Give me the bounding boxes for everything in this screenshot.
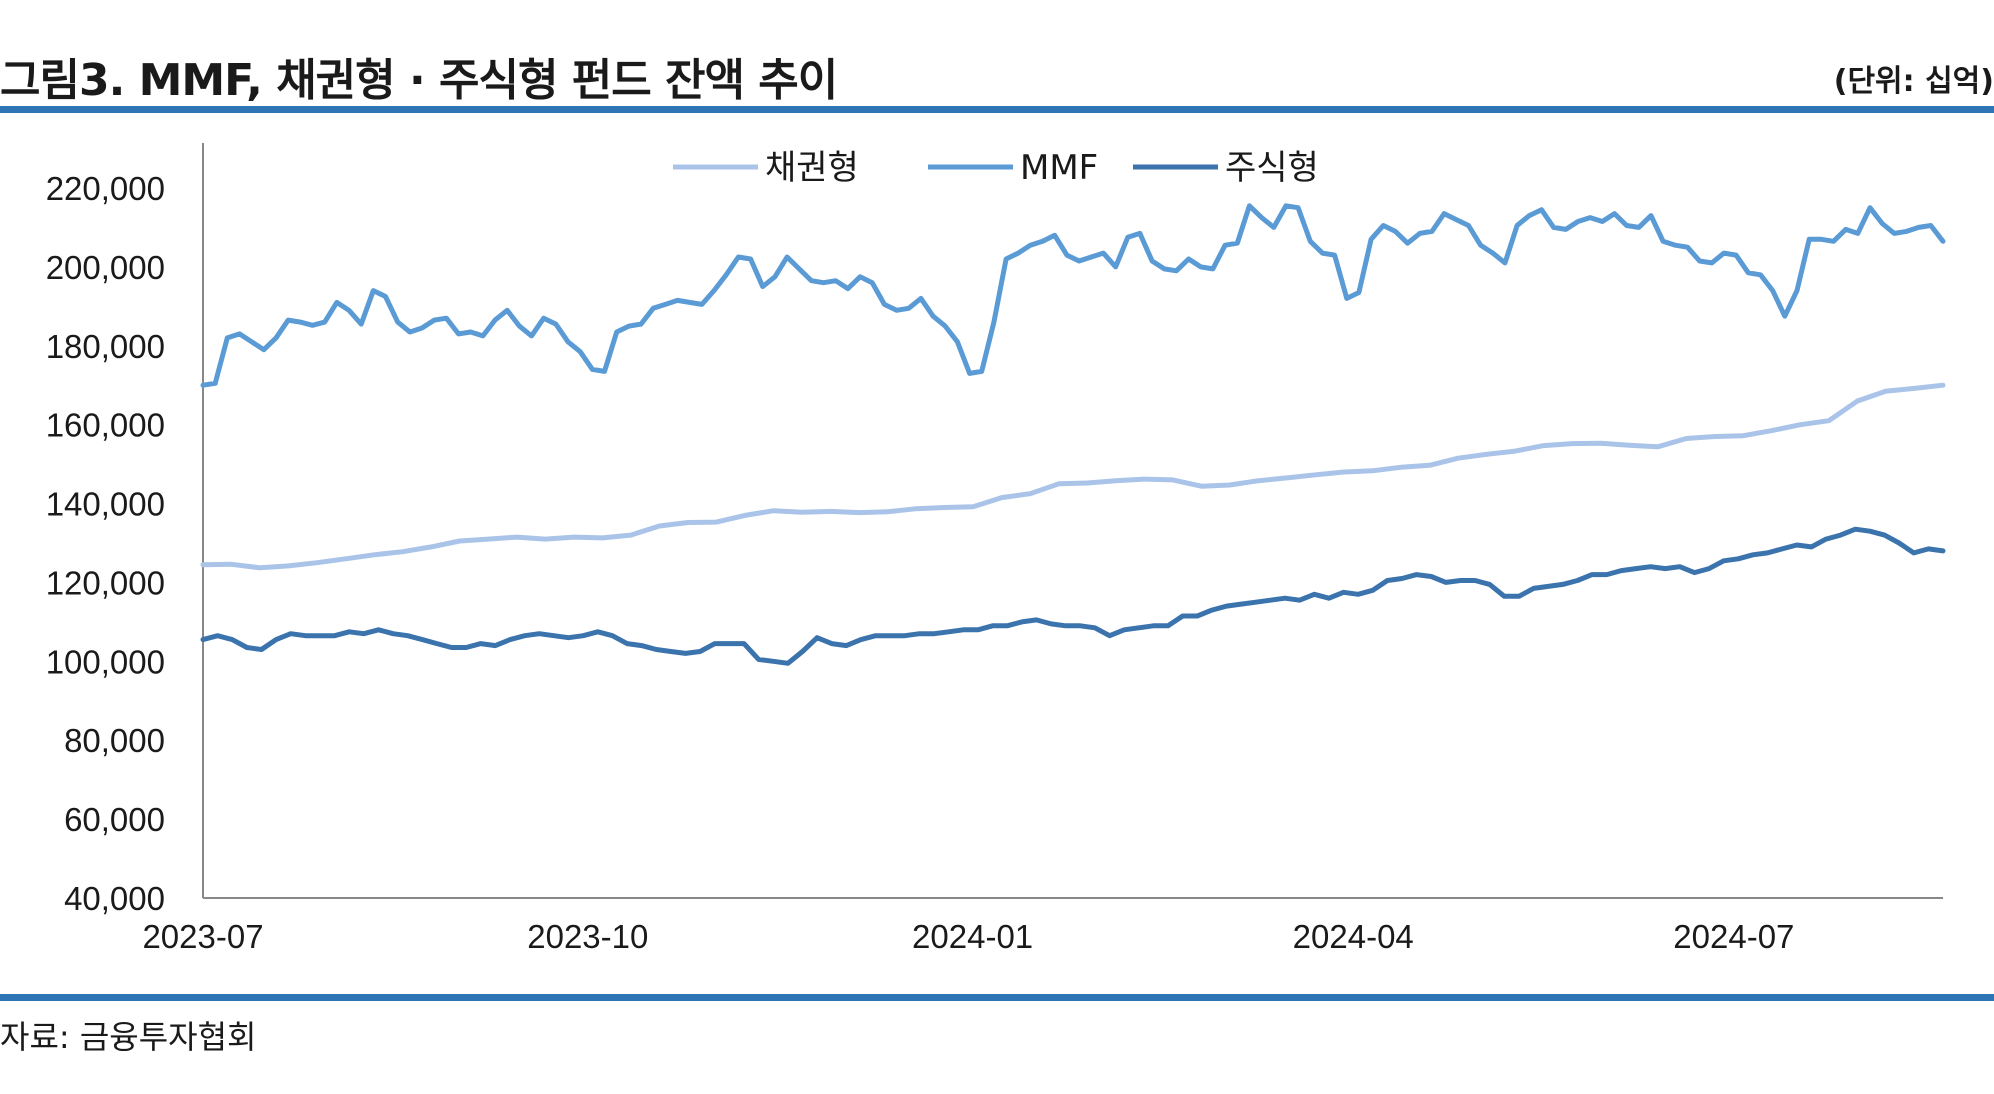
y-tick-label: 100,000 bbox=[46, 643, 165, 680]
bottom-rule bbox=[0, 994, 1994, 1001]
series-line-0 bbox=[200, 382, 1946, 571]
y-tick-label: 160,000 bbox=[46, 407, 165, 444]
series-line-1 bbox=[200, 203, 1946, 388]
y-axis: 220,000 200,000 180,000 160,000 140,000 120,0… bbox=[46, 143, 204, 917]
line-chart: 220,000 200,000 180,000 160,000 140,000 120,0… bbox=[46, 143, 1946, 955]
y-tick-label: 220,000 bbox=[46, 170, 165, 207]
y-tick-label: 80,000 bbox=[64, 722, 165, 759]
legend-label: 채권형 bbox=[765, 148, 859, 188]
y-tick-label: 60,000 bbox=[64, 801, 165, 838]
y-tick-label: 40,000 bbox=[64, 880, 165, 917]
x-tick-label: 2023-07 bbox=[142, 918, 263, 955]
y-tick-label: 140,000 bbox=[46, 486, 165, 523]
y-tick-label: 180,000 bbox=[46, 328, 165, 365]
x-axis: 2023-07 2023-10 2024-01 2024-04 2024-07 bbox=[142, 897, 1943, 955]
y-tick-label: 200,000 bbox=[46, 249, 165, 286]
x-tick-label: 2024-04 bbox=[1293, 918, 1414, 955]
legend-label: MMF bbox=[1020, 148, 1098, 188]
source-note: 자료: 금융투자협회 bbox=[0, 1018, 257, 1056]
x-tick-label: 2023-10 bbox=[527, 918, 648, 955]
series-lines bbox=[200, 203, 1946, 666]
x-tick-label: 2024-07 bbox=[1673, 918, 1794, 955]
figure-title: 그림3. MMF, 채권형 · 주식형 펀드 잔액 추이 bbox=[0, 55, 838, 106]
legend-label: 주식형 bbox=[1225, 148, 1319, 188]
series-line-2 bbox=[200, 526, 1946, 666]
legend: 채권형 MMF 주식형 bbox=[673, 148, 1319, 188]
top-rule bbox=[0, 106, 1994, 113]
unit-label: (단위: 십억) bbox=[1833, 64, 1994, 99]
y-tick-label: 120,000 bbox=[46, 564, 165, 601]
x-tick-label: 2024-01 bbox=[912, 918, 1033, 955]
